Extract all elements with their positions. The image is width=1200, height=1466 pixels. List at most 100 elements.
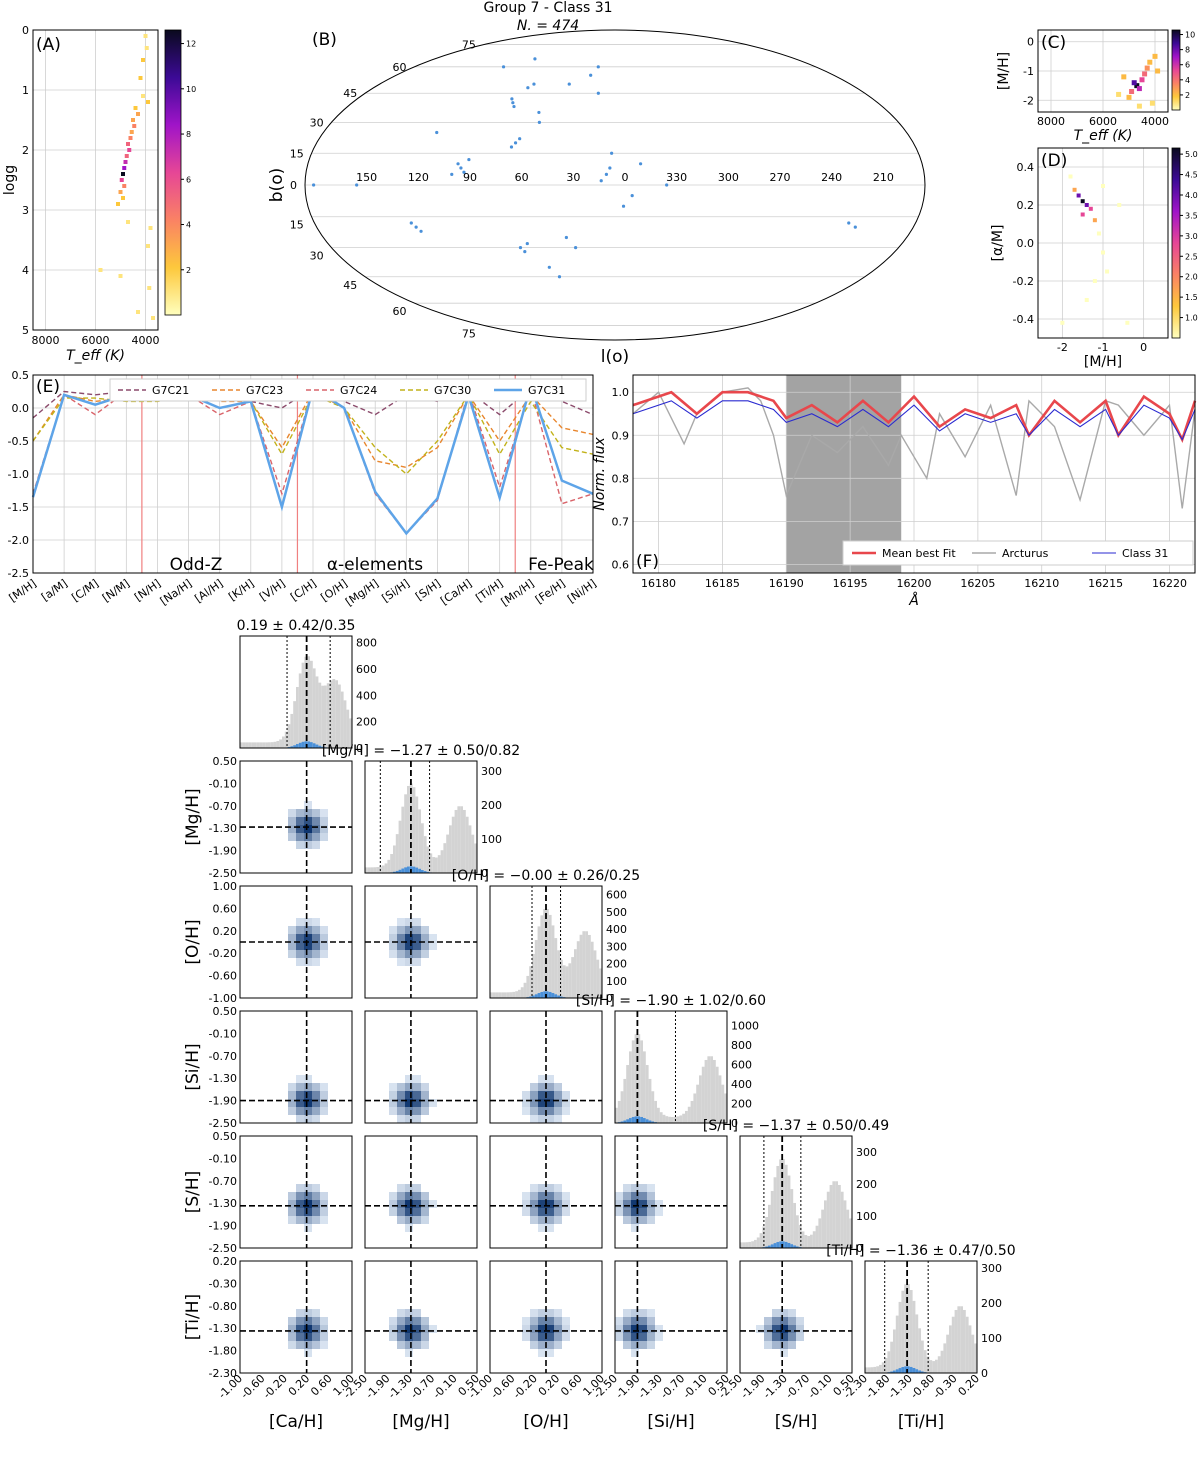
heatmap-cell [122, 166, 127, 170]
hist-y-tick-label: 0 [356, 742, 363, 755]
figure-title: Group 7 - Class 31 [483, 0, 612, 16]
heatmap-cell [121, 196, 125, 200]
histogram-bar [668, 1116, 671, 1123]
heatmap-cell [122, 184, 127, 188]
x-tick-label: 0.60 [558, 1372, 585, 1399]
histogram-bar [693, 1093, 697, 1123]
x-tick-label: -0.10 [805, 1372, 834, 1401]
density-cell [389, 1325, 397, 1333]
longitude-label: 240 [821, 171, 842, 184]
density-cell [288, 809, 296, 817]
density-cell [312, 841, 320, 849]
density-cell [312, 1184, 320, 1192]
histogram-bar [912, 1300, 916, 1373]
heatmap-cell [131, 118, 135, 122]
density-cell [389, 1317, 397, 1325]
histogram-bar [412, 787, 416, 873]
hist-y-tick-label: 100 [981, 1332, 1002, 1345]
density-cell [530, 1333, 538, 1341]
density-cell [320, 1216, 328, 1224]
axes-frame [489, 1260, 603, 1374]
density-cell [615, 1325, 623, 1333]
histogram-bar [498, 992, 502, 998]
heatmap-cell [136, 112, 140, 116]
histogram-bar [268, 742, 271, 748]
class-histogram-bar [426, 871, 430, 873]
density-cell [546, 1200, 554, 1208]
density-cell [530, 1107, 538, 1115]
histogram-bar [923, 1350, 927, 1373]
density-cell [288, 1107, 296, 1115]
star-point [638, 162, 643, 166]
density-cell [655, 1200, 663, 1208]
class-histogram-bar [765, 1246, 768, 1248]
histogram-bar [696, 1084, 699, 1123]
density-cell [405, 950, 413, 958]
x-tick-label: -2 [1057, 341, 1068, 354]
histogram-bar [248, 742, 252, 748]
y-tick-label: -0.10 [209, 1027, 237, 1040]
histogram-bar [740, 1242, 743, 1248]
density-cell [538, 1224, 546, 1232]
class-histogram-bar [540, 991, 544, 998]
density-cell [405, 1216, 413, 1224]
class-histogram-bar [318, 745, 322, 748]
star-point [665, 183, 669, 187]
density-cell [538, 1091, 546, 1099]
star-point [567, 82, 571, 86]
longitude-label: 150 [356, 171, 377, 184]
histogram-bar [579, 934, 583, 998]
histogram-bar [756, 1237, 760, 1248]
density-cell [296, 841, 304, 849]
histogram-bar [935, 1359, 938, 1373]
density-cell [312, 817, 320, 825]
density-cell [639, 1309, 647, 1317]
density-cell [788, 1333, 796, 1341]
x-axis-label: T_eff (K) [66, 348, 125, 364]
class-histogram-bar [784, 1241, 788, 1248]
star-point [526, 86, 530, 90]
heatmap-cell [1060, 320, 1065, 325]
density-cell [647, 1341, 655, 1349]
y-axis-label: b(o) [267, 168, 287, 202]
y-tick-label: -0.2 [1013, 275, 1034, 288]
axes-frame [239, 635, 353, 749]
heatmap-cell [1142, 71, 1148, 77]
x-tick-label: -1 [1098, 341, 1109, 354]
histogram-bar [742, 1242, 746, 1248]
density-cell [421, 1325, 429, 1333]
histogram-bar [468, 825, 472, 873]
density-cell [397, 926, 405, 934]
star-point [610, 151, 614, 155]
heatmap-cell [123, 160, 128, 164]
star-point [459, 166, 463, 170]
class-histogram-bar [537, 993, 541, 998]
density-cell [554, 1115, 562, 1123]
axes-frame [632, 374, 1196, 574]
colorbar-tick-label: 12 [186, 40, 196, 49]
density-cell [296, 1115, 304, 1123]
density-cell [389, 1333, 397, 1341]
histogram-bar [492, 992, 496, 998]
panel-label: (C) [1041, 33, 1066, 53]
star-point [523, 250, 527, 254]
density-cell [538, 1208, 546, 1216]
density-cell [530, 1099, 538, 1107]
density-cell [320, 833, 328, 841]
x-axis-label: [Ti/H] [898, 1412, 944, 1432]
density-cell [320, 809, 328, 817]
density-cell [397, 1091, 405, 1099]
density-cell [397, 1083, 405, 1091]
density-cell [623, 1317, 631, 1325]
density-cell [296, 1083, 304, 1091]
histogram-bar [326, 683, 330, 748]
longitude-label: 120 [408, 171, 429, 184]
histogram-bar [426, 846, 430, 873]
density-cell [304, 1317, 312, 1325]
histogram-bar [340, 691, 344, 748]
class-histogram-bar [415, 867, 419, 873]
histogram-bar [365, 867, 368, 873]
y-tick-label: -2.5 [8, 567, 29, 580]
heatmap-cell [1129, 89, 1135, 94]
density-cell [397, 1309, 405, 1317]
